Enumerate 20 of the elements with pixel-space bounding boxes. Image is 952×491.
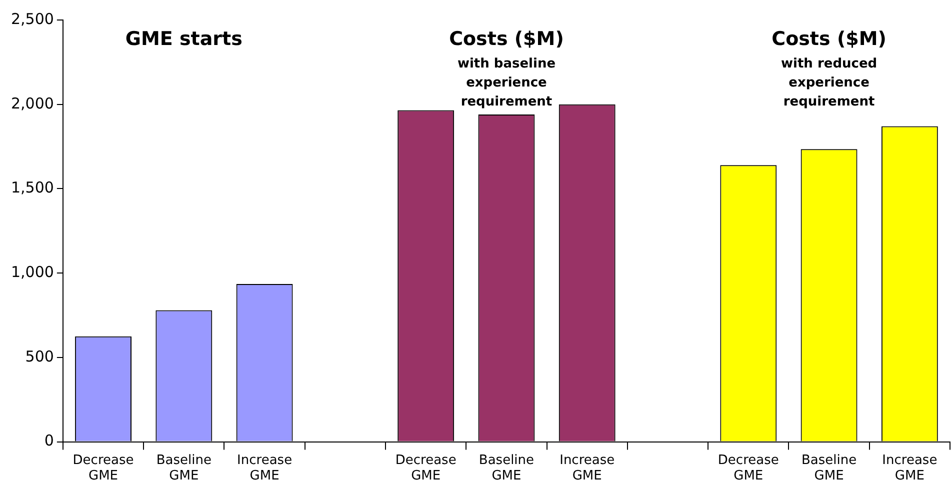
- x-tick-label: Increase GME: [560, 452, 615, 484]
- y-tick-label: 1,000: [10, 262, 54, 281]
- y-tick-label: 2,500: [10, 10, 54, 28]
- annotation: GME starts: [125, 28, 242, 50]
- x-tick-label: Decrease GME: [395, 452, 456, 484]
- x-tick-label: Baseline GME: [156, 452, 212, 484]
- annotation: with reduced experience requirement: [781, 56, 878, 110]
- x-tick-label: Baseline GME: [801, 452, 857, 484]
- y-tick-label: 0: [44, 432, 54, 450]
- y-tick-label: 500: [25, 347, 54, 366]
- annotation: with baseline experience requirement: [457, 56, 556, 110]
- annotation: Costs ($M): [449, 28, 564, 50]
- x-tick-label: Decrease GME: [718, 452, 779, 484]
- x-tick-label: Increase GME: [882, 452, 938, 484]
- y-tick-label: 1,500: [10, 178, 54, 197]
- x-tick-label: Decrease GME: [72, 452, 134, 484]
- x-tick-label: Increase GME: [237, 452, 292, 484]
- y-tick-label: 2,000: [10, 94, 54, 112]
- annotation: Costs ($M): [772, 28, 886, 50]
- x-tick-label: Baseline GME: [478, 452, 534, 484]
